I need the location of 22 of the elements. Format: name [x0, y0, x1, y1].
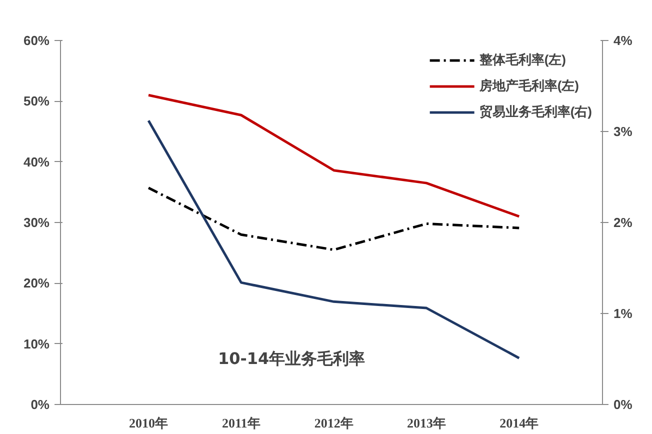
- x-tick-label: 2012年: [314, 416, 354, 430]
- y-tick-label: 20%: [23, 276, 50, 291]
- y-tick-label: 60%: [23, 33, 50, 48]
- legend-label: 贸易业务毛利率(右): [479, 103, 592, 121]
- y2-tick-label: 0%: [614, 397, 633, 412]
- legend-label: 整体毛利率(左): [479, 51, 566, 69]
- annotation: 10-14年业务毛利率: [218, 349, 366, 368]
- y-tick-label: 50%: [23, 94, 50, 109]
- x-tick-label: 2014年: [500, 416, 539, 430]
- y2-tick-label: 4%: [614, 33, 633, 48]
- y-tick-label: 0%: [30, 397, 50, 412]
- y-tick-label: 10%: [23, 336, 50, 352]
- y2-tick-label: 1%: [614, 306, 633, 321]
- x-tick-label: 2010年: [129, 416, 168, 430]
- y-tick-label: 30%: [23, 215, 50, 230]
- line-series: [147, 186, 520, 252]
- x-tick-label: 2013年: [406, 416, 446, 430]
- x-tick-label: 2011年: [222, 416, 260, 430]
- y2-tick-label: 3%: [614, 124, 633, 139]
- y2-tick-label: 2%: [614, 215, 633, 230]
- y-tick-label: 40%: [23, 154, 50, 170]
- legend-label: 房地产毛利率(左): [479, 77, 579, 95]
